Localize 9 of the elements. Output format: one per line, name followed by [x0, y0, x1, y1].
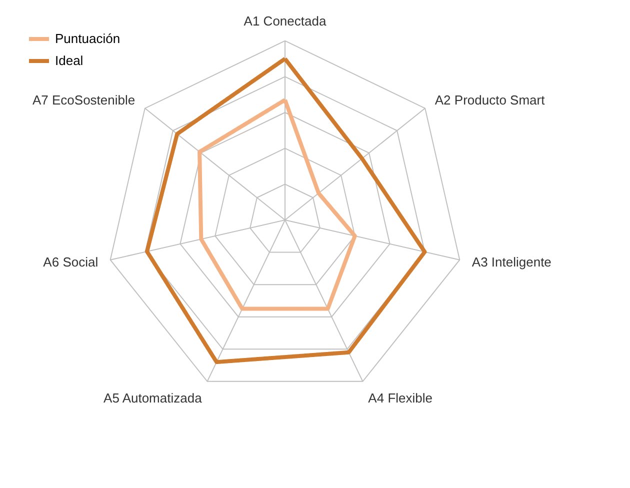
- spoke-label: A5 Automatizada: [104, 390, 203, 406]
- legend-label: Ideal: [55, 53, 84, 68]
- spoke-label: A1 Conectada: [244, 13, 327, 28]
- spoke-label: A3 Inteligente: [472, 254, 552, 270]
- spoke-label: A6 Social: [43, 254, 98, 270]
- spoke-label: A2 Producto Smart: [434, 92, 546, 108]
- legend-label: Puntuación: [55, 31, 120, 46]
- spoke-label: A7 EcoSostenible: [32, 92, 136, 108]
- spoke-label: A4 Flexible: [368, 390, 432, 406]
